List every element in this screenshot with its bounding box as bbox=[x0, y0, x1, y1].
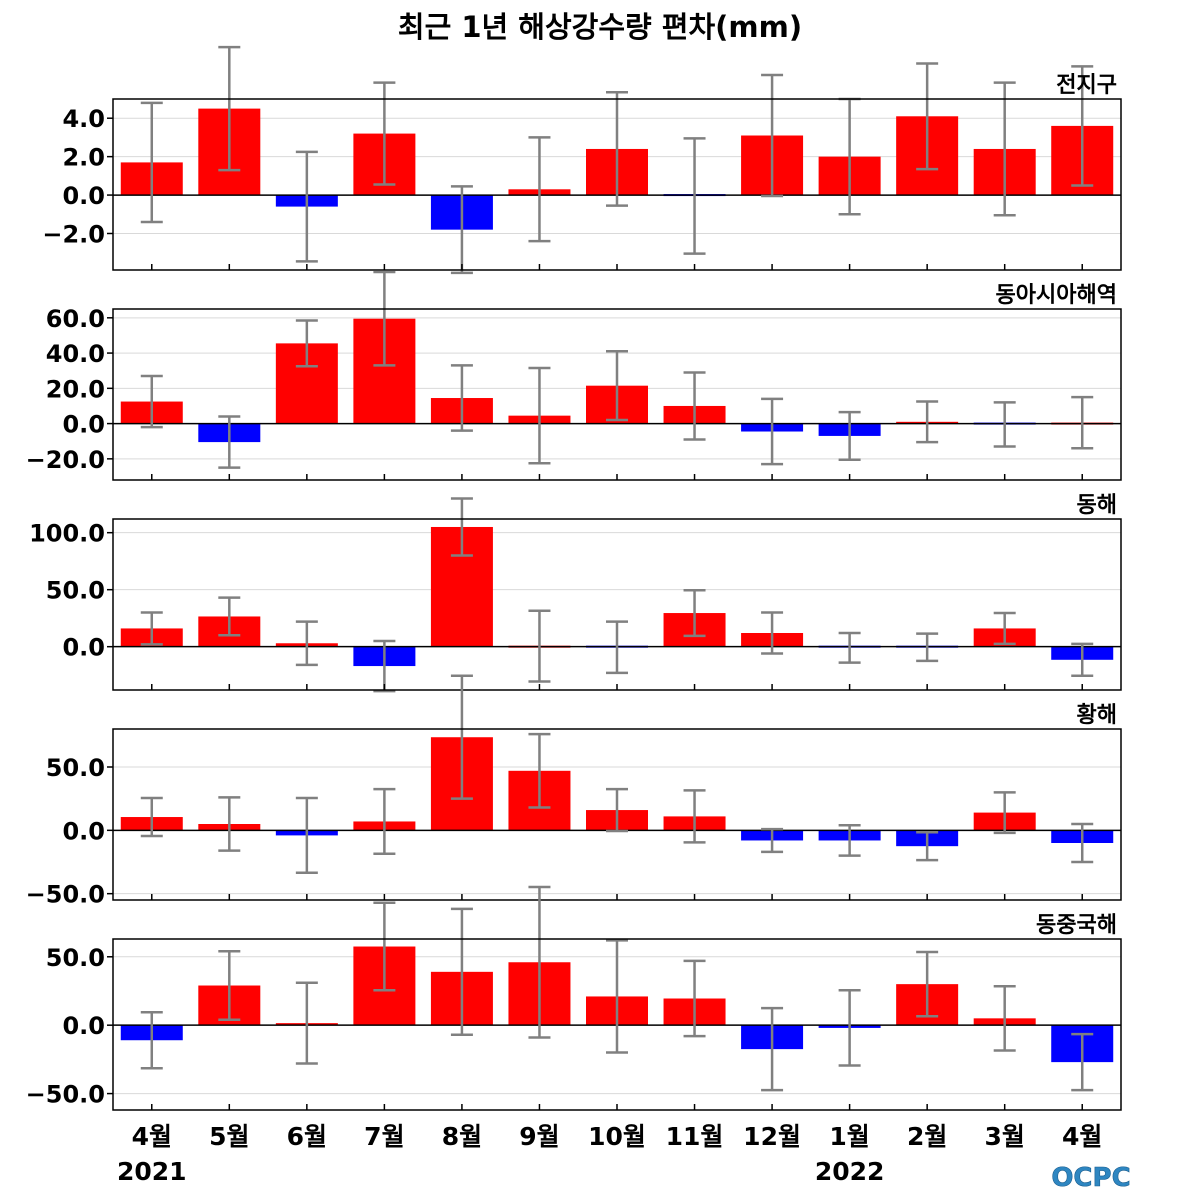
panel-name: 황해 bbox=[1077, 703, 1117, 728]
x-tick-label: 2월 bbox=[907, 1122, 947, 1151]
x-tick-label: 10월 bbox=[588, 1122, 646, 1151]
y-tick-label: 0.0 bbox=[62, 1012, 105, 1040]
panel-name: 동아시아해역 bbox=[996, 283, 1117, 308]
y-tick-label: 40.0 bbox=[46, 340, 105, 368]
y-tick-label: 60.0 bbox=[46, 305, 105, 333]
y-tick-label: 0.0 bbox=[62, 634, 105, 662]
y-tick-label: 0.0 bbox=[62, 182, 105, 210]
panel-name: 동해 bbox=[1077, 493, 1117, 518]
x-tick-label: 9월 bbox=[519, 1122, 559, 1151]
y-tick-label: −50.0 bbox=[26, 881, 105, 909]
x-tick-label: 12월 bbox=[743, 1122, 801, 1151]
panel-name: 동중국해 bbox=[1036, 913, 1117, 938]
y-tick-label: 0.0 bbox=[62, 817, 105, 845]
y-tick-label: 0.0 bbox=[62, 411, 105, 439]
y-tick-label: −50.0 bbox=[26, 1081, 105, 1109]
x-tick-label: 4월 bbox=[132, 1122, 172, 1151]
x-tick-label: 4월 bbox=[1062, 1122, 1102, 1151]
ocpc-logo: OCPC bbox=[1051, 1163, 1131, 1192]
x-tick-label: 11월 bbox=[666, 1122, 724, 1151]
y-tick-label: −2.0 bbox=[42, 220, 105, 248]
y-tick-label: 50.0 bbox=[46, 754, 105, 782]
y-tick-label: 2.0 bbox=[62, 144, 105, 172]
y-tick-label: 50.0 bbox=[46, 577, 105, 605]
y-tick-label: 4.0 bbox=[62, 105, 105, 133]
x-tick-label: 5월 bbox=[209, 1122, 249, 1151]
panel-name: 전지구 bbox=[1056, 73, 1117, 98]
x-tick-label: 3월 bbox=[984, 1122, 1024, 1151]
chart-title: 최근 1년 해상강수량 편차(mm) bbox=[397, 10, 803, 44]
year-label: 2021 bbox=[117, 1157, 187, 1186]
x-tick-label: 8월 bbox=[442, 1122, 482, 1151]
x-tick-label: 6월 bbox=[287, 1122, 327, 1151]
x-tick-label: 7월 bbox=[364, 1122, 404, 1151]
year-label: 2022 bbox=[815, 1157, 885, 1186]
y-tick-label: −20.0 bbox=[26, 446, 105, 474]
y-tick-label: 100.0 bbox=[29, 520, 105, 548]
y-tick-label: 50.0 bbox=[46, 944, 105, 972]
y-tick-label: 20.0 bbox=[46, 375, 105, 403]
ocpc-logo-text: OCPC bbox=[1051, 1163, 1130, 1192]
x-tick-label: 1월 bbox=[829, 1122, 869, 1151]
